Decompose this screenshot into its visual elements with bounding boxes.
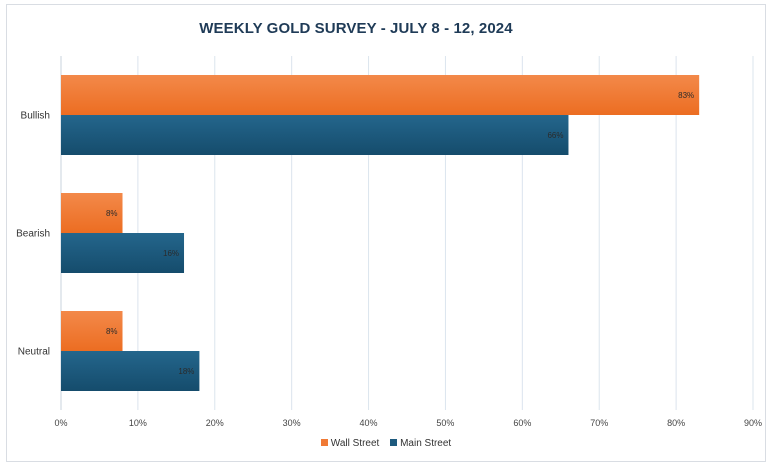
bar-wall-street [61, 75, 700, 115]
bar-wall-street [61, 311, 123, 351]
legend-label-main-street: Main Street [400, 438, 452, 449]
data-label: 8% [106, 209, 118, 218]
x-tick-label: 20% [206, 418, 224, 428]
legend-swatch-main-street [390, 439, 398, 446]
labels-group: 0% 10% 20% 30% 40% 50% 60% 70% 80% 90% Bullish 83% 6… [16, 91, 762, 428]
x-tick-label: 40% [360, 418, 378, 428]
bars-group [61, 75, 700, 391]
data-label: 18% [178, 367, 194, 376]
x-tick-label: 0% [54, 418, 67, 428]
category-label: Neutral [18, 347, 50, 358]
legend-label-wall-street: Wall Street [330, 438, 380, 449]
x-tick-label: 50% [436, 418, 454, 428]
legend: Wall Street Main Street [0, 438, 772, 449]
data-label: 16% [163, 249, 179, 258]
legend-swatch-wall-street [320, 439, 328, 446]
legend-item-main-street: Main Street [390, 438, 451, 449]
x-tick-label: 70% [590, 418, 608, 428]
x-tick-label: 30% [283, 418, 301, 428]
category-label: Bullish [21, 111, 50, 122]
x-tick-label: 90% [744, 418, 762, 428]
x-tick-label: 10% [129, 418, 147, 428]
data-label: 66% [547, 131, 563, 140]
data-label: 83% [678, 91, 694, 100]
x-tick-label: 80% [667, 418, 685, 428]
chart-title: WEEKLY GOLD SURVEY - JULY 8 - 12, 2024 [199, 20, 513, 37]
bar-main-street [61, 115, 569, 155]
bar-main-street [61, 233, 185, 273]
bar-wall-street [61, 193, 123, 233]
category-label: Bearish [16, 229, 50, 240]
legend-item-wall-street: Wall Street [320, 438, 380, 449]
data-label: 8% [106, 327, 118, 336]
x-tick-label: 60% [513, 418, 531, 428]
bar-main-street [61, 351, 200, 391]
